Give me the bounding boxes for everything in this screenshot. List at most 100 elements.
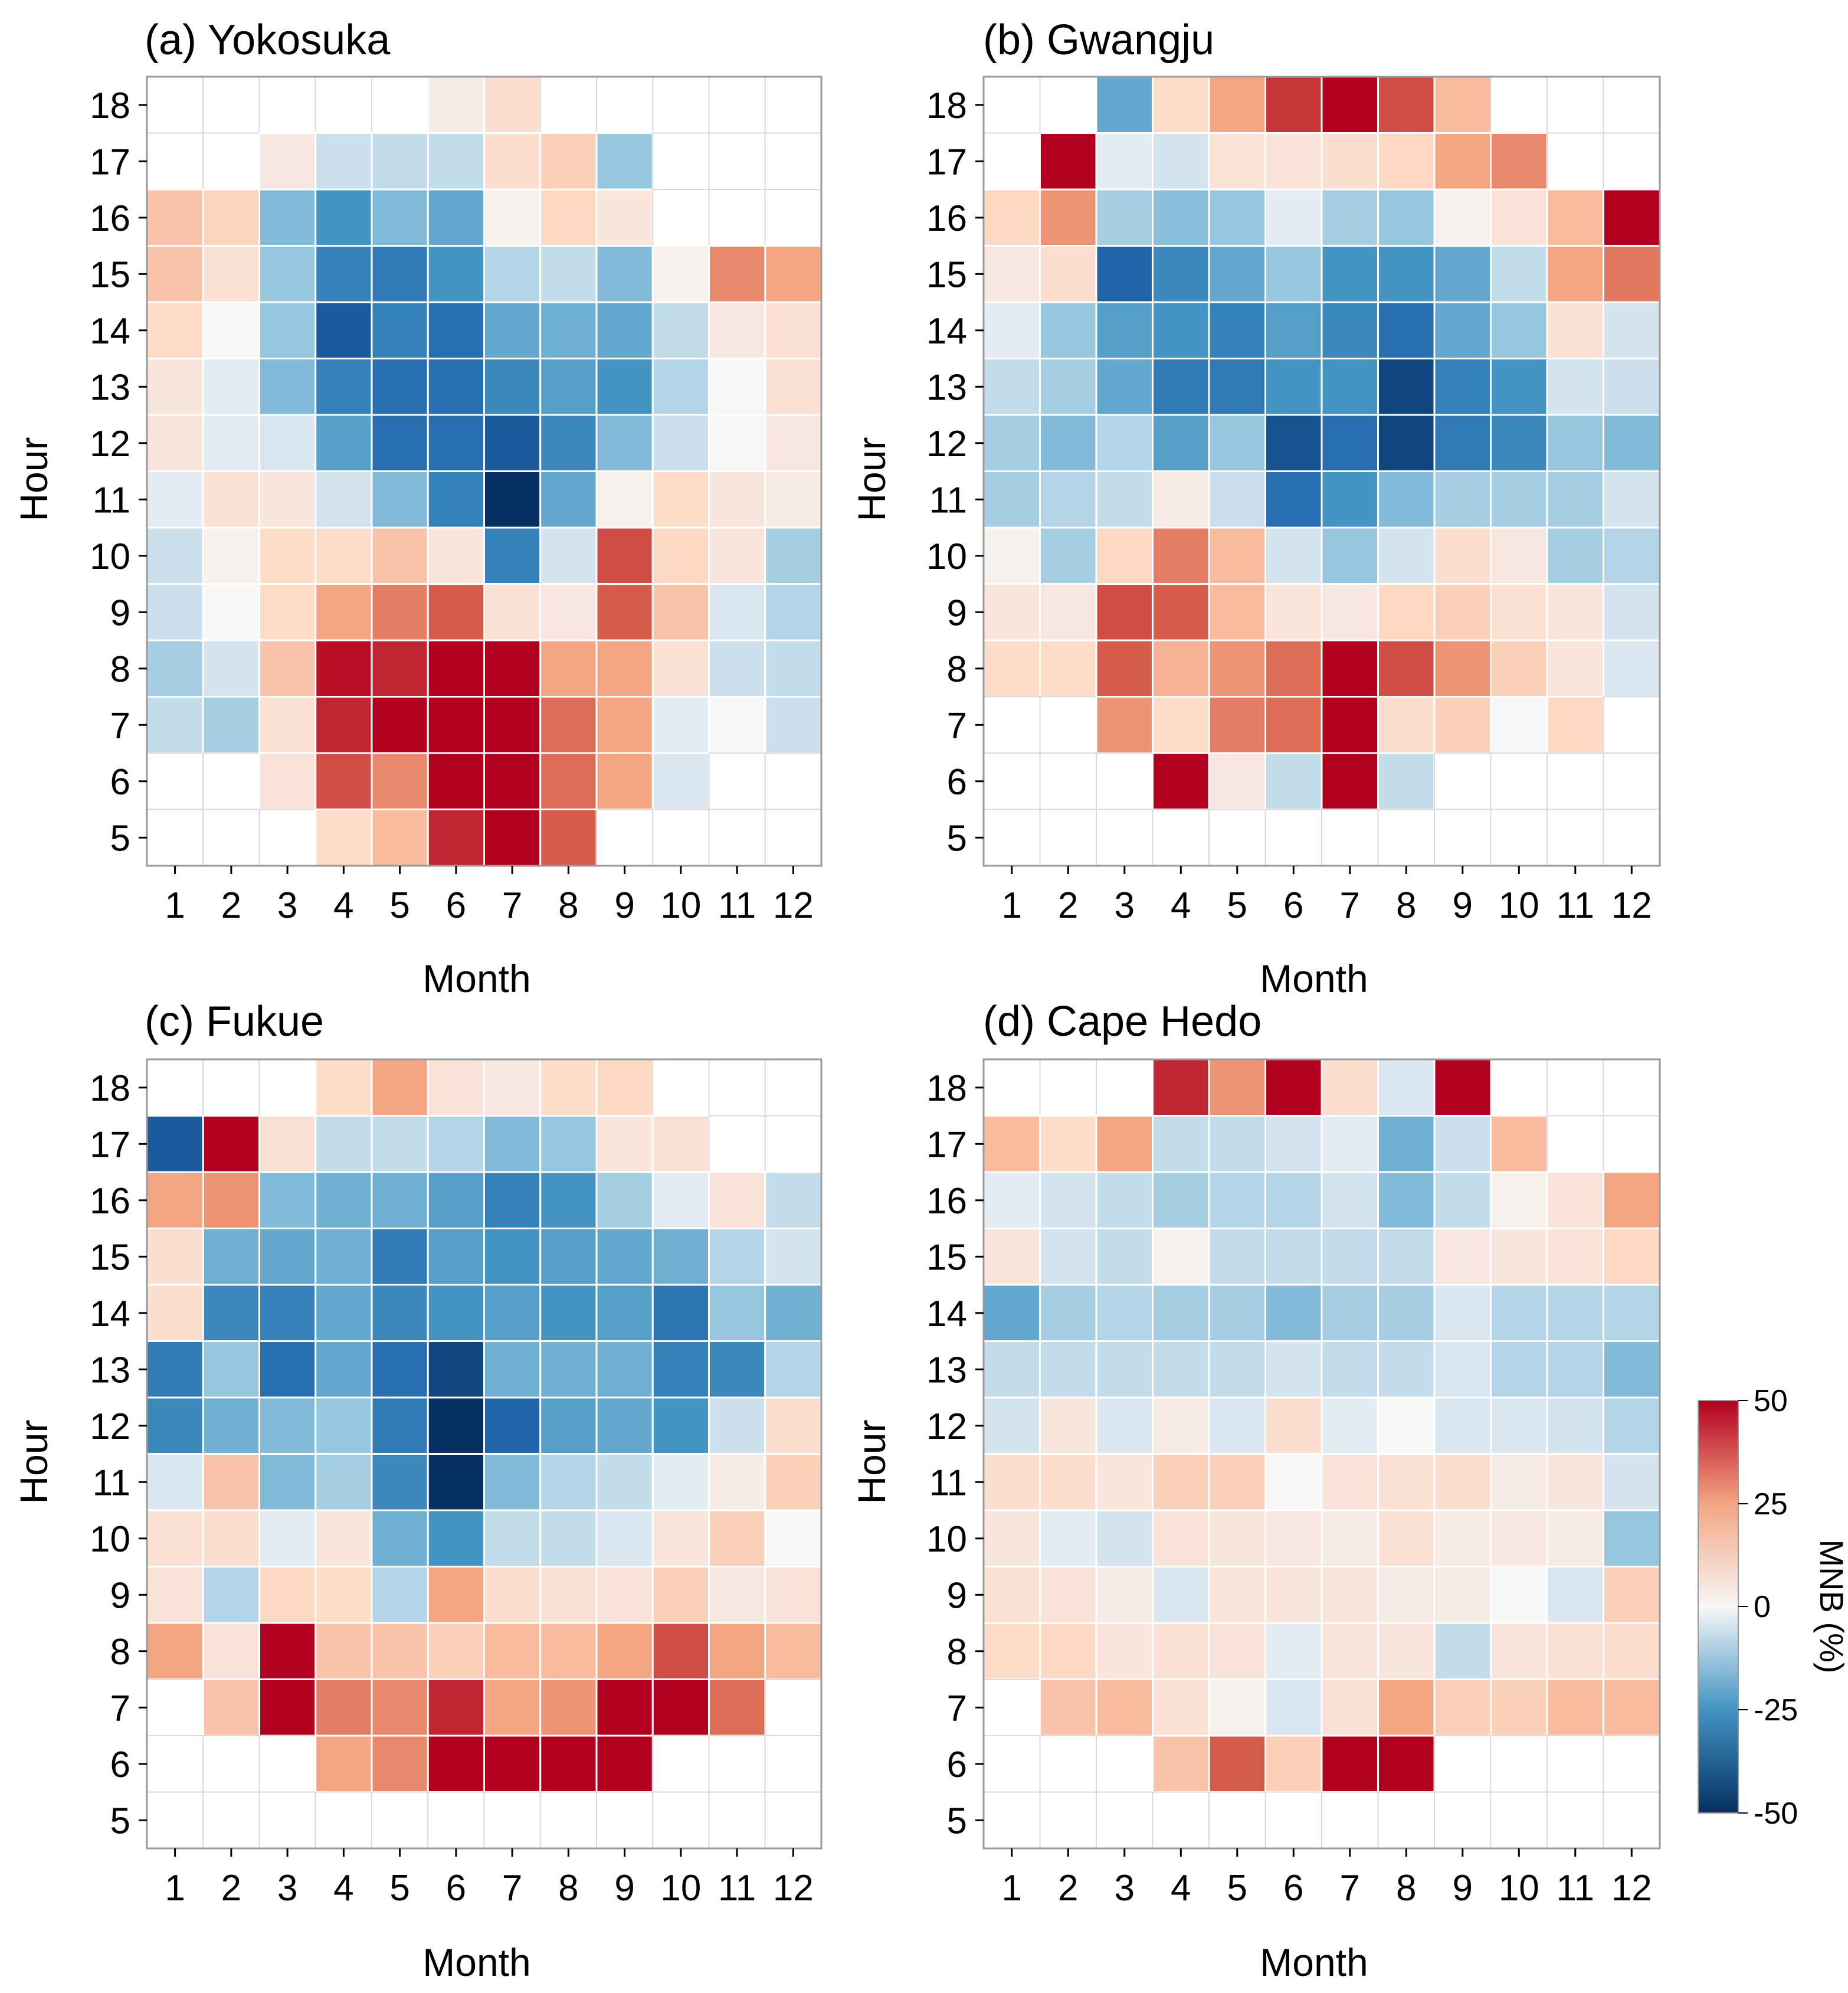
heatmap-cell — [539, 752, 598, 810]
heatmap-cell — [539, 1396, 598, 1455]
heatmap-cell — [1152, 1058, 1210, 1117]
heatmap-cell — [202, 1453, 260, 1511]
heatmap-cell — [1490, 188, 1548, 247]
heatmap-cell — [1377, 1678, 1436, 1737]
heatmap-cell — [1152, 414, 1210, 472]
heatmap-cell — [708, 1171, 766, 1229]
panel-d-xlabel: Month — [1260, 1940, 1368, 1984]
heatmap-cell — [1433, 470, 1492, 529]
heatmap-cell — [1546, 414, 1604, 472]
heatmap-cell — [371, 1622, 429, 1680]
x-tick-label: 3 — [1115, 885, 1135, 926]
heatmap-cell — [202, 470, 260, 529]
heatmap-cell — [1152, 245, 1210, 303]
heatmap-cell — [314, 132, 373, 191]
heatmap-cell — [1490, 639, 1548, 698]
x-tick-label: 8 — [558, 1868, 578, 1909]
heatmap-cell — [708, 1340, 766, 1399]
heatmap-cell — [1377, 470, 1436, 529]
panel-a-xlabel: Month — [422, 957, 530, 1000]
y-tick-label: 12 — [926, 424, 967, 464]
heatmap-cell — [595, 358, 654, 416]
heatmap-cell — [1321, 188, 1379, 247]
heatmap-cell — [764, 696, 823, 754]
heatmap-cell — [314, 1509, 373, 1567]
colorbar: 50 25 0 -25 -50 MNB (%) — [1698, 1384, 1848, 1831]
heatmap-cell — [982, 583, 1041, 642]
heatmap-cell — [1321, 414, 1379, 472]
heatmap-cell — [1546, 583, 1604, 642]
heatmap-cell — [1377, 1284, 1436, 1342]
heatmap-cell — [983, 76, 1041, 134]
heatmap-cell — [1546, 1622, 1604, 1680]
heatmap-cell — [1208, 1171, 1266, 1229]
heatmap-cell — [651, 526, 710, 585]
heatmap-cell — [1152, 696, 1210, 754]
heatmap-cell — [1377, 1340, 1436, 1399]
y-tick-label: 16 — [926, 198, 967, 239]
heatmap-cell — [483, 1453, 542, 1511]
heatmap-cell — [202, 752, 260, 810]
heatmap-cell — [202, 358, 260, 416]
heatmap-cell — [651, 1396, 710, 1455]
heatmap-cell — [314, 1228, 373, 1286]
heatmap-cell — [146, 1228, 204, 1286]
panel-a-ylabel: Hour — [12, 437, 55, 521]
heatmap-cell — [982, 1622, 1041, 1680]
heatmap-cell — [427, 1284, 485, 1342]
heatmap-cell — [1433, 1509, 1492, 1567]
y-tick-label: 14 — [90, 311, 130, 352]
heatmap-cell — [314, 809, 373, 867]
heatmap-cell — [258, 76, 316, 134]
heatmap-cell — [427, 1115, 485, 1173]
heatmap-cell — [1321, 809, 1379, 866]
heatmap-cell — [1603, 1735, 1660, 1793]
colorbar-tick-label: -25 — [1754, 1693, 1798, 1727]
heatmap-cell — [1603, 1171, 1661, 1229]
heatmap-cell — [764, 752, 822, 810]
x-tick-label: 6 — [1283, 1868, 1303, 1909]
heatmap-cell — [1152, 76, 1210, 134]
heatmap-cell — [708, 1509, 766, 1567]
x-tick-label: 1 — [1002, 885, 1022, 926]
heatmap-cell — [314, 1453, 373, 1511]
heatmap-cell — [371, 76, 429, 134]
heatmap-cell — [1433, 358, 1492, 416]
heatmap-cell — [708, 1453, 766, 1511]
heatmap-cell — [427, 1622, 485, 1680]
panel-c-cells — [146, 1058, 823, 1849]
heatmap-cell — [1208, 470, 1266, 529]
heatmap-cell — [595, 1228, 654, 1286]
heatmap-cell — [258, 1228, 317, 1286]
panel-c-ylabel: Hour — [12, 1419, 55, 1504]
heatmap-cell — [539, 1340, 598, 1399]
x-tick-label: 3 — [1115, 1868, 1135, 1909]
heatmap-cell — [764, 583, 823, 642]
heatmap-cell — [258, 470, 317, 529]
heatmap-cell — [1152, 470, 1210, 529]
heatmap-cell — [1433, 1678, 1492, 1737]
heatmap-cell — [1208, 358, 1266, 416]
heatmap-cell — [371, 1284, 429, 1342]
heatmap-cell — [764, 809, 822, 866]
heatmap-cell — [1208, 132, 1266, 191]
heatmap-cell — [1434, 752, 1492, 810]
heatmap-cell — [1433, 639, 1492, 698]
heatmap-cell — [146, 809, 204, 866]
heatmap-cell — [1152, 1566, 1210, 1624]
heatmap-cell — [764, 1622, 823, 1680]
heatmap-cell — [982, 358, 1041, 416]
heatmap-cell — [1490, 76, 1548, 134]
heatmap-cell — [1208, 1396, 1266, 1455]
heatmap-cell — [427, 1058, 485, 1117]
y-tick-label: 11 — [93, 480, 130, 521]
heatmap-cell — [708, 76, 766, 134]
heatmap-cell — [1321, 1340, 1379, 1399]
heatmap-cell — [258, 1791, 316, 1849]
heatmap-cell — [708, 245, 766, 303]
heatmap-cell — [764, 470, 823, 529]
heatmap-cell — [983, 752, 1041, 810]
heatmap-cell — [146, 301, 204, 359]
heatmap-cell — [1208, 639, 1266, 698]
heatmap-cell — [1321, 245, 1379, 303]
